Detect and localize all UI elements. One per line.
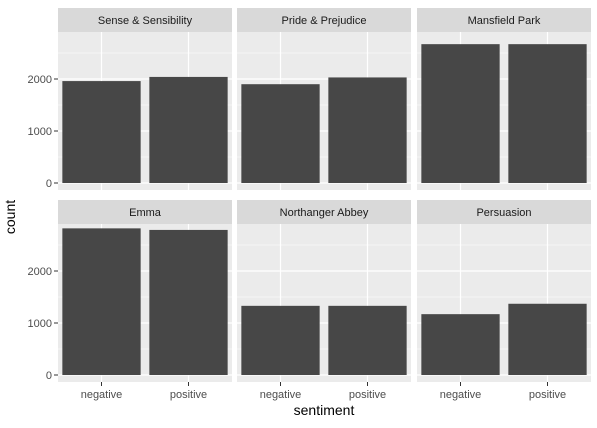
facet-mansfield-park: Mansfield Park (417, 8, 591, 190)
bar-northanger-abbey-negative (241, 305, 320, 375)
bar-mansfield-park-positive (508, 44, 587, 183)
y-tick-label: 2000 (28, 74, 52, 86)
facet-strip (417, 200, 591, 224)
facet-pride-and-prejudice: Pride & Prejudice (237, 8, 411, 190)
facet-panels: Sense & Sensibility Pride & Prejudice Mans… (58, 8, 591, 382)
facet-persuasion: Persuasion (417, 200, 591, 382)
bar-emma-positive (149, 229, 228, 375)
facet-title: Persuasion (476, 207, 531, 219)
bar-pride-and-prejudice-positive (328, 77, 407, 183)
bar-sense-and-sensibility-negative (62, 81, 141, 183)
y-axis-title: count (2, 200, 18, 234)
x-tick-label-negative: negative (260, 389, 302, 401)
bar-mansfield-park-negative (421, 44, 500, 183)
x-axis: negative positive negative positive negative… (81, 382, 566, 401)
facet-title: Emma (129, 207, 162, 219)
y-tick-label: 0 (46, 178, 52, 190)
facet-emma: Emma (58, 200, 232, 382)
facet-title: Pride & Prejudice (282, 15, 367, 27)
facet-strip (237, 200, 411, 224)
bar-persuasion-negative (421, 314, 500, 375)
x-axis-title: sentiment (294, 402, 355, 418)
y-tick-label: 1000 (28, 318, 52, 330)
facet-northanger-abbey: Northanger Abbey (237, 200, 411, 382)
x-tick-label-negative: negative (440, 389, 482, 401)
bar-persuasion-positive (508, 303, 587, 375)
y-axis-row-1: 0 1000 2000 (28, 74, 58, 190)
y-axes: 0 1000 2000 0 1000 2000 (28, 74, 58, 382)
bar-northanger-abbey-positive (328, 305, 407, 375)
y-tick-label: 0 (46, 370, 52, 382)
y-tick-label: 1000 (28, 126, 52, 138)
bar-emma-negative (62, 228, 141, 375)
y-axis-row-2: 0 1000 2000 (28, 266, 58, 382)
x-tick-label-positive: positive (349, 389, 386, 401)
x-tick-label-negative: negative (81, 389, 123, 401)
facet-strip (58, 8, 232, 32)
facet-title: Sense & Sensibility (98, 15, 193, 27)
bar-sense-and-sensibility-positive (149, 76, 228, 183)
facet-title: Northanger Abbey (280, 207, 369, 219)
facet-strip (58, 200, 232, 224)
x-tick-label-positive: positive (529, 389, 566, 401)
facet-title: Mansfield Park (468, 15, 541, 27)
x-tick-label-positive: positive (170, 389, 207, 401)
y-tick-label: 2000 (28, 266, 52, 278)
facet-strip (417, 8, 591, 32)
facet-strip (237, 8, 411, 32)
bar-pride-and-prejudice-negative (241, 84, 320, 183)
facet-sense-and-sensibility: Sense & Sensibility (58, 8, 232, 190)
